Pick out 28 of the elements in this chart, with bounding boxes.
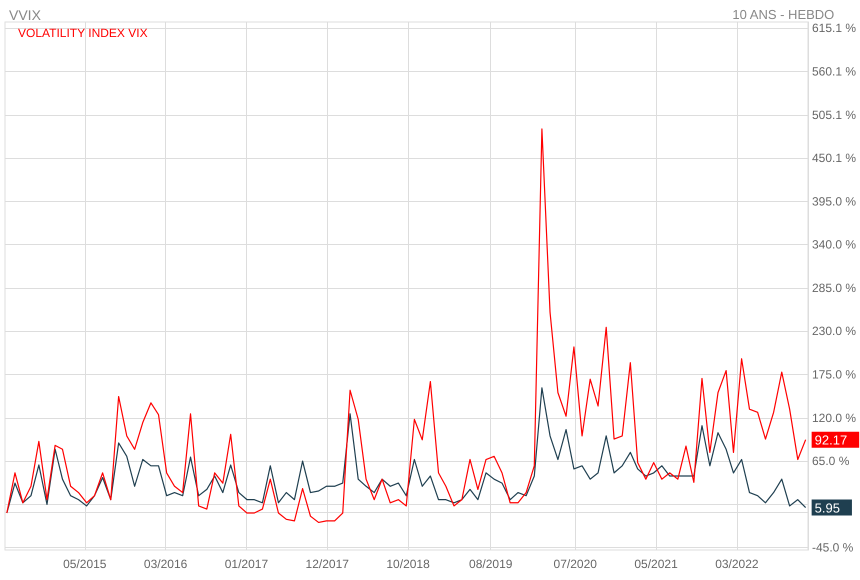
x-tick-label: 05/2021 [634, 557, 678, 571]
y-tick-label: 65.0 % [812, 454, 850, 468]
x-tick-label: 10/2018 [386, 557, 430, 571]
y-tick-label: 230.0 % [812, 324, 856, 338]
x-tick-label: 08/2019 [469, 557, 513, 571]
x-tick-label: 03/2022 [715, 557, 759, 571]
text: VOLATILITY INDEX VIX [18, 26, 148, 40]
y-tick-label: 395.0 % [812, 194, 856, 208]
y-tick-label: 120.0 % [812, 410, 856, 425]
chart-subtitle: 10 ANS - HEBDO [732, 7, 834, 22]
x-tick-label: 07/2020 [554, 557, 598, 571]
chart-title: VVIX [9, 7, 42, 23]
line-series [6, 128, 806, 524]
y-tick-label: 285.0 % [812, 280, 856, 295]
line-series [6, 387, 806, 514]
x-tick-label: 01/2017 [224, 557, 268, 571]
x-tick-label: 05/2015 [63, 557, 107, 571]
x-tick-label: 12/2017 [306, 557, 350, 571]
y-tick-label: 505.1 % [812, 108, 856, 122]
y-tick-label: 175.0 % [812, 368, 856, 382]
y-tick-label: 560.1 % [812, 64, 856, 78]
annotation: 5.95 [814, 500, 840, 516]
y-tick-label: 615.1 % [812, 21, 856, 36]
y-tick-label: 340.0 % [812, 238, 856, 252]
y-tick-label: 450.1 % [812, 151, 856, 166]
x-tick-label: 03/2016 [144, 557, 188, 571]
annotation: 92.17 [814, 432, 848, 448]
y-tick-label: -45.0 % [812, 540, 854, 555]
